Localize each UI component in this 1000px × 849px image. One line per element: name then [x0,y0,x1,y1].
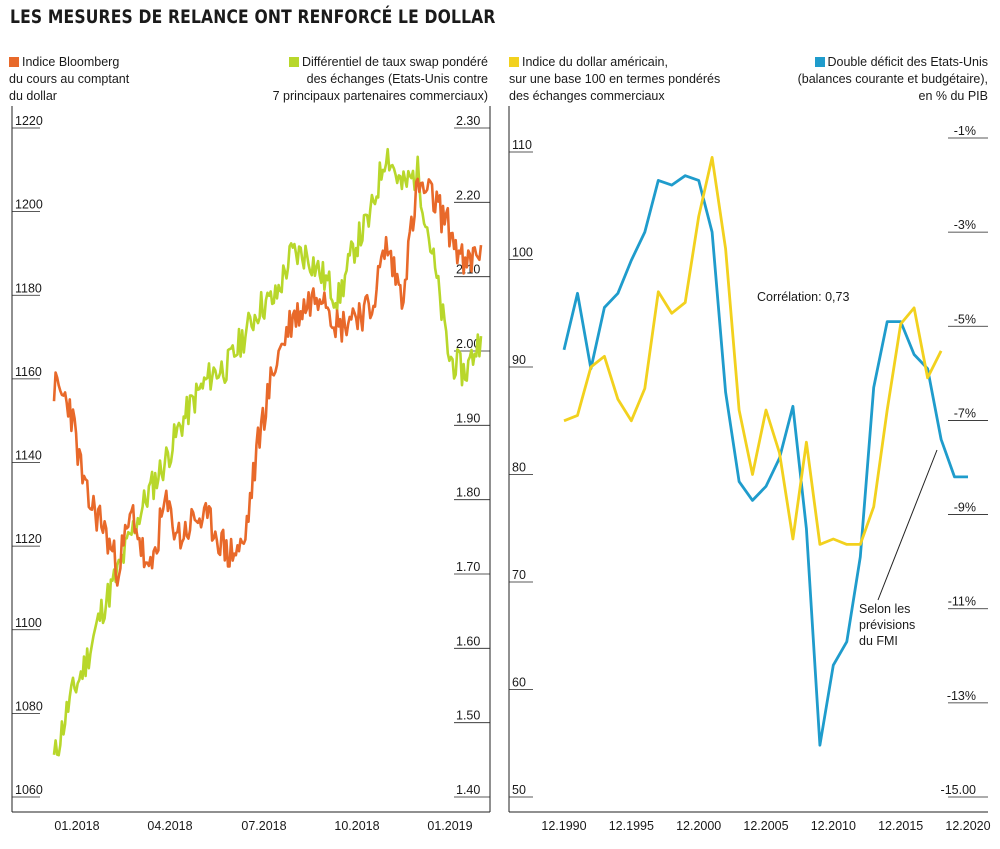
legend-text: du cours au comptant [9,72,130,86]
x-tick-label: 12.2005 [743,819,788,833]
left-tick-label: 60 [512,676,526,690]
right-tick-label: 1.40 [456,783,480,797]
left-chart: 1220 1200 1180 1160 1140 1120 1100 1080 1060 2.30… [11,106,491,833]
legend-text: du dollar [9,89,57,103]
series-line-swap-differential [52,147,483,757]
left-tick-label: 1060 [15,783,43,797]
right-chart: 110 100 90 80 70 60 50 -1% -3% -5% -7% -9% -11% -13% -… [508,106,991,833]
forecast-pointer-line [877,449,938,601]
right-tick-label: 1.50 [456,709,480,723]
left-tick-label: 1200 [15,198,43,212]
right-tick-label: 1.90 [456,411,480,425]
right-tick-label: -1% [954,124,976,138]
legend-swatch-blue [814,57,825,67]
left-tick-label: 90 [512,353,526,367]
left-tick-label: 50 [512,783,526,797]
legend-dollar-index: Indice du dollar américain, sur une base… [509,54,720,105]
left-tick-label: 1220 [15,114,43,128]
legend-text: des échanges commerciaux [509,89,665,103]
left-tick-label: 1100 [15,616,42,630]
x-tick-label: 12.2000 [676,819,721,833]
left-tick-label: 70 [512,568,526,582]
legend-swatch-lime [289,57,299,67]
chart-title: LES MESURES DE RELANCE ONT RENFORCÉ LE D… [10,6,496,28]
legend-text: sur une base 100 en termes pondérés [509,72,721,86]
right-tick-label: -7% [954,406,976,420]
right-tick-label: 2.30 [456,114,480,128]
left-tick-label: 1160 [15,365,42,379]
right-tick-label: 1.60 [456,634,480,648]
legend-text: Différentiel de taux swap pondéré [302,55,488,69]
left-tick-label: 1080 [15,699,43,713]
legend-bloomberg-index: Indice Bloomberg du cours au comptant du… [9,54,129,105]
legend-text: Double déficit des Etats-Unis [827,55,989,69]
series-line-bloomberg-index [52,177,483,587]
right-tick-label: -11% [948,595,976,609]
series-line-twin-deficit [562,174,968,747]
left-tick-label: 1140 [15,449,42,463]
x-tick-label: 01.2018 [54,819,99,833]
x-tick-label: 04.2018 [147,819,192,833]
x-tick-label: 07.2018 [241,819,286,833]
legend-text: en % du PIB [918,89,989,103]
right-tick-label: -5% [954,312,976,326]
left-tick-label: 80 [512,461,526,475]
legend-swatch-yellow [509,57,519,67]
left-tick-label: 100 [512,246,533,260]
right-tick-label: -3% [954,218,976,232]
legend-twin-deficit: Double déficit des Etats-Unis (balances … [798,54,988,105]
right-tick-label: 1.80 [456,486,480,500]
x-tick-label: 12.2010 [811,819,856,833]
right-tick-label: -9% [954,501,976,515]
forecast-note-line: du FMI [859,634,898,648]
legend-swatch-orange [9,57,19,67]
legend-text: Indice du dollar américain, [522,55,668,69]
correlation-label: Corrélation: 0,73 [757,290,850,304]
forecast-note: Selon les prévisions du FMI [859,601,915,649]
right-tick-label: 2.00 [456,337,480,351]
right-tick-label: 2.20 [456,188,480,202]
legend-text: des échanges (Etats-Unis contre [306,72,488,86]
x-tick-label: 12.1995 [609,819,654,833]
left-tick-label: 1180 [15,281,42,295]
x-tick-label: 12.2015 [878,819,923,833]
x-tick-label: 10.2018 [334,819,379,833]
legend-text: 7 principaux partenaires commerciaux) [272,89,488,103]
forecast-note-line: prévisions [859,618,916,632]
x-tick-label: 12.1990 [541,819,586,833]
right-tick-label: 1.70 [456,560,480,574]
x-tick-label: 12.2020 [945,819,990,833]
legend-text: (balances courante et budgétaire), [797,72,988,86]
right-tick-label: -15.00 [941,783,976,797]
forecast-note-line: Selon les [859,602,911,616]
legend-text: Indice Bloomberg [22,55,120,69]
x-tick-label: 01.2019 [427,819,472,833]
legend-swap-differential: Différentiel de taux swap pondéré des éc… [273,54,488,105]
left-tick-label: 110 [512,138,532,152]
left-tick-label: 1120 [15,532,42,546]
series-line-dollar-index [563,156,943,546]
right-tick-label: -13% [947,689,976,703]
